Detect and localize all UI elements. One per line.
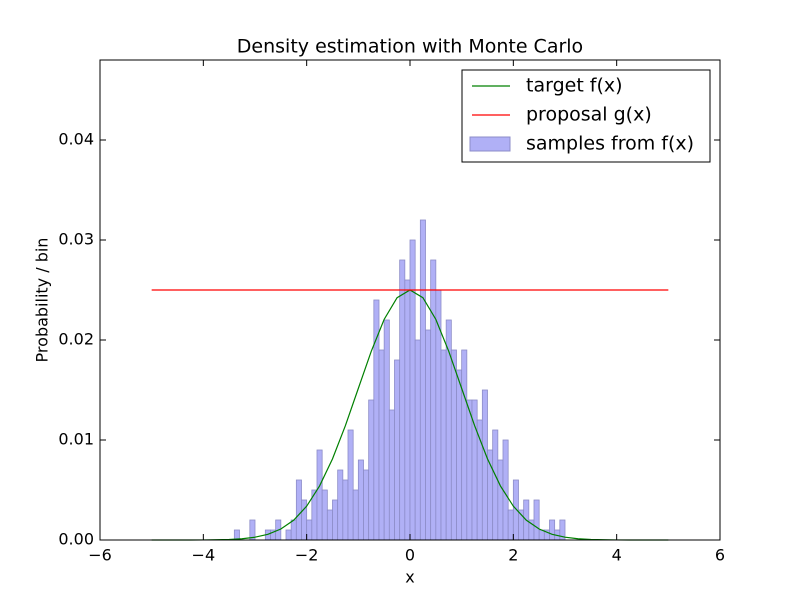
histogram-bar <box>425 329 432 541</box>
x-tick-label: −6 <box>88 546 112 565</box>
histogram-bar <box>373 299 380 541</box>
histogram-bar <box>481 389 488 541</box>
histogram-bar <box>326 509 333 541</box>
legend-label: samples from f(x) <box>526 133 694 155</box>
y-axis-label: Probability / bin <box>33 238 52 363</box>
x-tick-label: 4 <box>612 546 622 565</box>
y-tick-label: 0.00 <box>58 530 94 549</box>
x-tick-label: 6 <box>715 546 725 565</box>
histogram-bar <box>383 319 390 541</box>
histogram-bar <box>306 519 313 541</box>
histogram-bar <box>347 429 354 541</box>
histogram-bar <box>378 349 385 541</box>
histogram-bar <box>549 519 556 541</box>
histogram-bar <box>507 509 514 541</box>
histogram-bar <box>337 469 344 541</box>
histogram-bar <box>290 519 297 541</box>
histogram-bar <box>357 459 364 541</box>
legend-label: target f(x) <box>526 75 623 97</box>
histogram-bar <box>512 479 519 541</box>
histogram-bar <box>332 499 339 541</box>
histogram-bar <box>538 529 545 541</box>
x-axis-label: x <box>405 568 414 587</box>
histogram-bar <box>461 349 468 541</box>
histogram-bar <box>466 399 473 541</box>
histogram-bar <box>352 489 359 541</box>
histogram-bar <box>321 489 328 541</box>
histogram-bar <box>399 259 406 541</box>
histogram-bar <box>497 459 504 541</box>
histogram-bar <box>388 409 395 541</box>
legend-patch <box>469 136 511 152</box>
x-tick-label: 0 <box>405 546 415 565</box>
histogram-bar <box>502 439 509 541</box>
histogram-bar <box>492 429 499 541</box>
histogram-bar <box>409 239 416 541</box>
x-tick-label: −4 <box>192 546 216 565</box>
y-tick-label: 0.02 <box>58 330 94 349</box>
histogram-bar <box>414 339 421 541</box>
y-tick-label: 0.04 <box>58 130 94 149</box>
y-tick-label: 0.03 <box>58 230 94 249</box>
histogram-bar <box>456 369 463 541</box>
histogram-bar <box>301 499 308 541</box>
histogram-bar <box>368 399 375 541</box>
histogram-bar <box>435 289 442 541</box>
histogram-bar <box>316 449 323 541</box>
histogram-bar <box>533 499 540 541</box>
histogram-bar <box>285 529 292 541</box>
histogram-bar <box>295 479 302 541</box>
histogram-bar <box>450 349 457 541</box>
x-tick-label: −2 <box>295 546 319 565</box>
histogram-bar <box>440 349 447 541</box>
y-tick-label: 0.01 <box>58 430 94 449</box>
histogram-bar <box>394 359 401 541</box>
x-tick-label: 2 <box>508 546 518 565</box>
chart-title: Density estimation with Monte Carlo <box>237 36 583 58</box>
histogram-bar <box>419 219 426 541</box>
histogram-bar <box>342 479 349 541</box>
histogram-bar <box>430 259 437 541</box>
histogram-bar <box>404 279 411 541</box>
legend-label: proposal g(x) <box>526 104 652 126</box>
histogram-bar <box>363 469 370 541</box>
